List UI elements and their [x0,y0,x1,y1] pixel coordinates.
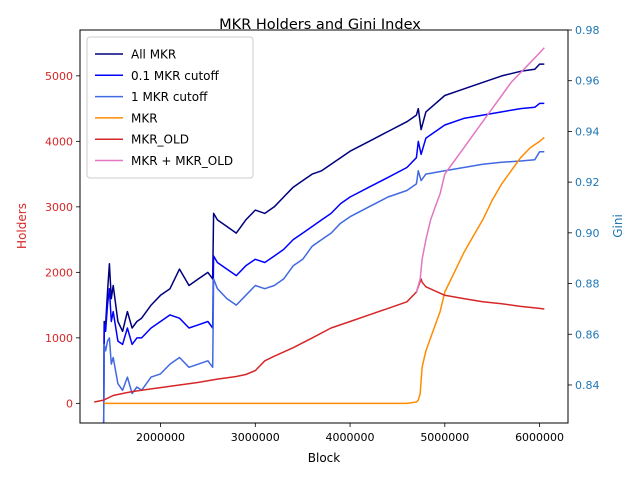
chart-title: MKR Holders and Gini Index [219,17,421,33]
y-right-tick-label: 0.94 [575,125,600,138]
y-left-tick-label: 0 [66,397,73,410]
legend-label-2: 1 MKR cutoff [131,90,208,104]
y-left-tick-label: 1000 [45,332,73,345]
series-line-2 [102,151,545,424]
x-tick-label: 5000000 [420,431,469,444]
y-axis-left-label: Holders [15,203,29,249]
y-right-tick-label: 0.96 [575,75,600,88]
y-left-tick-label: 3000 [45,201,73,214]
legend-label-0: All MKR [131,48,176,62]
x-tick-label: 3000000 [231,431,280,444]
y-right-tick-label: 0.88 [575,278,600,291]
series-line-5 [415,47,545,293]
series-line-0 [102,63,545,424]
y-axis-right: 0.84 0.86 0.88 0.90 0.92 0.94 0.96 0.98 [568,24,600,392]
legend-box [86,36,254,179]
x-tick-label: 2000000 [136,431,185,444]
y-right-tick-label: 0.98 [575,24,600,37]
x-tick-label: 6000000 [515,431,564,444]
y-right-tick-label: 0.84 [575,379,600,392]
y-left-tick-label: 2000 [45,266,73,279]
legend-label-3: MKR [131,111,158,125]
legend-label-4: MKR_OLD [131,133,189,147]
series-line-3 [103,136,545,405]
legend-label-1: 0.1 MKR cutoff [131,69,220,83]
y-right-tick-label: 0.92 [575,176,600,189]
y-axis-left: 0 1000 2000 3000 4000 5000 [45,70,80,410]
legend-label-5: MKR + MKR_OLD [131,154,233,168]
y-left-tick-label: 5000 [45,70,73,83]
x-axis: 2000000 3000000 4000000 5000000 6000000 [136,423,564,444]
series-line-1 [102,102,545,424]
y-axis-right-label: Gini [611,214,625,238]
series-layer [94,47,545,424]
y-right-tick-label: 0.90 [575,227,600,240]
y-left-tick-label: 4000 [45,135,73,148]
y-right-tick-label: 0.86 [575,328,600,341]
x-axis-label: Block [308,451,341,465]
series-line-4 [94,278,545,403]
x-tick-label: 4000000 [326,431,375,444]
legend: All MKR 0.1 MKR cutoff 1 MKR cutoff MKR MKR_… [86,36,254,179]
plot-frame [79,29,569,424]
